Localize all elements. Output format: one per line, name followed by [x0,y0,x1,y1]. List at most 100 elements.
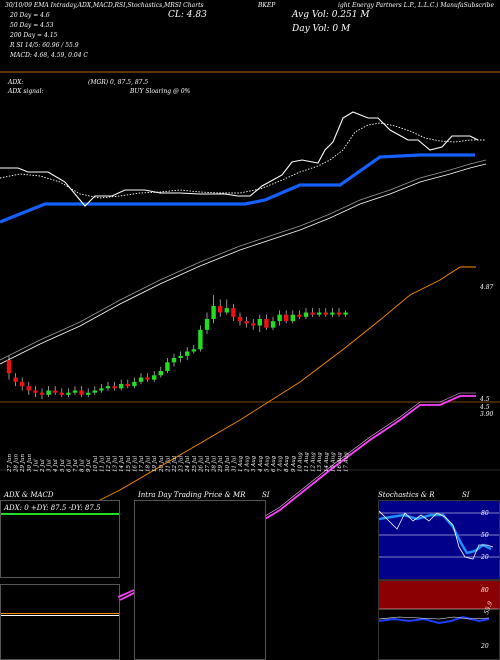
price-label-mid1: 4.5 [480,396,490,403]
macd-orange-line [1,613,119,614]
candle-body [343,312,348,315]
macd-panel [0,584,120,660]
date-tick-label: 20 Jul [159,456,165,473]
candle-body [99,388,104,391]
date-tick-label: 6 Aug [271,455,277,472]
date-tick-label: 18 Jul [146,456,152,472]
orange-trend-line [0,266,476,541]
ma20-label: 20 Day = 4.6 [10,12,50,19]
date-tick-label: 30 Jun [27,454,33,472]
candle-body [323,312,328,315]
ma-band-outer [0,159,487,361]
candle-body [290,314,295,322]
candle-body [198,329,203,350]
symbol-label: BKEP [258,2,276,9]
candle-body [26,386,31,391]
date-tick-label: 21 Jul [165,456,171,473]
candle-body [204,319,210,330]
date-tick-label: 17 Aug [344,452,350,472]
adx-mgr-values: (MGR) 0, 87.5, 87.5 [88,79,149,86]
date-tick-label: 8 Aug [284,455,290,472]
date-tick-label: 25 Jul [192,456,198,473]
candle-body [237,316,243,322]
date-tick-label: 27 Jun [7,454,13,473]
date-tick-label: 30 Jul [225,456,231,472]
candle-body [224,308,229,313]
date-tick-label: 5 Aug [264,455,270,472]
candle-body [270,321,276,328]
stoch-tick-80: 80 [481,510,489,517]
stochastics-panel: 80 50 20 [378,500,500,580]
candle-body [39,392,45,395]
stochastics-si: SI [462,491,470,499]
candle-body [317,312,322,315]
intraday-si: SI [262,491,270,499]
date-tick-label: 3 Jul [47,459,53,472]
date-tick-label: 19 Jul [152,456,158,472]
candle-body [165,362,170,371]
avg-volume-label: Avg Vol: 0.251 M [292,10,370,20]
candle-body [303,312,309,317]
candle-body [112,386,117,389]
candle-body [79,390,84,395]
candle-body [46,390,51,395]
close-price-label: CL: 4.83 [168,10,207,20]
chart-header-title: 30/10/09 EMA Intraday,ADX,MACD,RSI,Stoch… [5,2,204,9]
candle-body [218,306,223,313]
candle-body [13,377,18,382]
ma-band-inner [0,163,487,365]
candle-body [105,386,111,389]
price-trend-line [0,111,479,207]
ma200-label: 200 Day = 4.15 [10,32,58,39]
rsi-panel: 80 55.9 20 [378,580,500,660]
candle-body [330,312,335,315]
candle-body [152,375,157,380]
date-tick-label: 28 Jul [212,456,218,473]
date-tick-label: 29 Jul [218,456,224,473]
date-tick-label: 13 Aug [317,452,323,472]
date-tick-label: 12 Jul [106,456,112,472]
candle-body [86,392,91,395]
date-tick-label: 2 Jul [40,459,46,473]
stochastics-plot [379,510,499,560]
candle-body [171,358,177,363]
price-label-low: 3.90 [480,411,494,418]
candle-body [6,360,12,374]
adx-panel: ADX: 0 +DY: 87.5 -DY: 87.5 [0,500,120,578]
candle-body [231,308,236,317]
candle-body [145,377,150,380]
candle-body [158,371,163,376]
candle-body [251,323,256,326]
ma50-label: 50 Day = 4.53 [10,22,54,29]
adx-panel-values: ADX: 0 +DY: 87.5 -DY: 87.5 [4,504,101,512]
adx-green-bar [1,513,119,515]
stoch-tick-20: 20 [481,554,489,561]
candle-body [211,306,216,319]
candle-body [264,319,269,328]
candle-body [119,384,124,389]
candle-body [336,312,342,315]
candle-body [125,384,130,387]
date-tick-label: 26 Jul [198,456,204,473]
rsi-tick-80: 80 [481,587,489,594]
date-tick-label: 1 Jul [33,459,39,472]
candle-body [33,390,38,393]
candlestick-series [6,295,348,400]
date-tick-label: 9 Jul [86,459,92,472]
date-tick-label: 6 Jul [66,459,72,472]
adx-blue-line [0,153,475,224]
date-tick-label: 12 Aug [311,452,317,472]
candle-body [20,381,25,387]
company-title: ight Energy Partners L.P., L.L.C.) Manuf… [338,2,495,9]
candle-body [59,392,64,395]
date-tick-label: 7 Aug [278,455,284,472]
date-tick-label: 4 Aug [258,455,264,473]
date-tick-label: 7 Jul [73,459,79,472]
adx-macd-title: ADX & MACD [4,491,54,499]
candle-body [132,381,137,387]
candle-body [284,314,289,322]
candle-body [178,355,183,358]
date-tick-label: 2 Aug [245,455,251,473]
adx-label: ADX: [8,79,24,86]
